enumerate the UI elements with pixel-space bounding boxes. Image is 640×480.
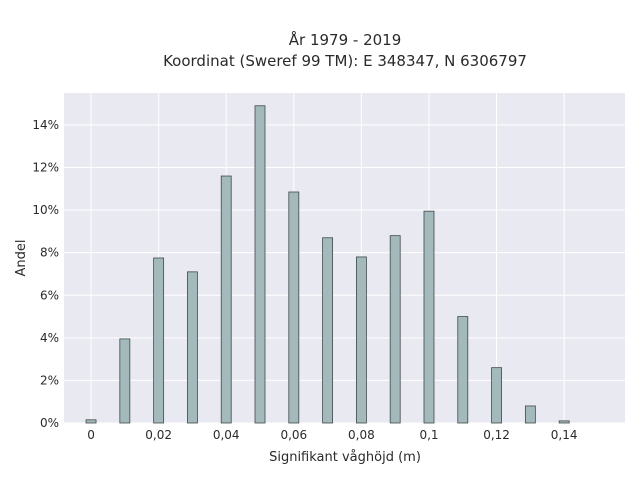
x-tick-label: 0,12 bbox=[483, 428, 510, 442]
bar bbox=[153, 257, 165, 424]
chart-title-line1: År 1979 - 2019 bbox=[289, 30, 402, 49]
x-tick-label: 0,08 bbox=[348, 428, 375, 442]
y-tick-label: 4% bbox=[40, 331, 59, 345]
y-tick-label: 10% bbox=[32, 203, 59, 217]
y-tick-label: 12% bbox=[32, 161, 59, 175]
x-tick-label: 0 bbox=[87, 428, 95, 442]
bar bbox=[355, 256, 367, 424]
bar bbox=[254, 105, 266, 424]
y-tick-label: 2% bbox=[40, 373, 59, 387]
y-tick-label: 8% bbox=[40, 246, 59, 260]
bar-series bbox=[85, 105, 570, 424]
x-tick-label: 0,1 bbox=[419, 428, 438, 442]
bar bbox=[85, 419, 97, 424]
x-axis-ticks: 0 0,02 0,04 0,06 0,08 0,1 0,12 0,14 bbox=[87, 428, 577, 442]
bar bbox=[524, 405, 536, 424]
bar bbox=[322, 237, 334, 424]
bar bbox=[491, 367, 502, 424]
y-tick-label: 14% bbox=[32, 118, 59, 132]
x-tick-label: 0,02 bbox=[145, 428, 172, 442]
bar bbox=[457, 316, 469, 424]
chart-title-line2: Koordinat (Sweref 99 TM): E 348347, N 63… bbox=[163, 52, 527, 70]
y-axis-label: Andel bbox=[14, 240, 29, 277]
x-axis-label: Signifikant våghöjd (m) bbox=[269, 450, 421, 465]
bar bbox=[389, 235, 401, 424]
bar bbox=[119, 338, 131, 424]
x-tick-label: 0,06 bbox=[280, 428, 307, 442]
plot-area bbox=[64, 93, 625, 423]
x-tick-label: 0,04 bbox=[213, 428, 240, 442]
y-tick-label: 6% bbox=[40, 288, 59, 302]
bar bbox=[187, 271, 198, 424]
bar bbox=[220, 175, 232, 424]
bar bbox=[423, 210, 435, 424]
bar bbox=[288, 191, 300, 424]
y-tick-label: 0% bbox=[40, 416, 59, 430]
y-axis-ticks: 0% 2% 4% 6% 8% 10% 12% 14% bbox=[32, 118, 59, 430]
bar bbox=[558, 420, 570, 424]
x-tick-label: 0,14 bbox=[551, 428, 578, 442]
